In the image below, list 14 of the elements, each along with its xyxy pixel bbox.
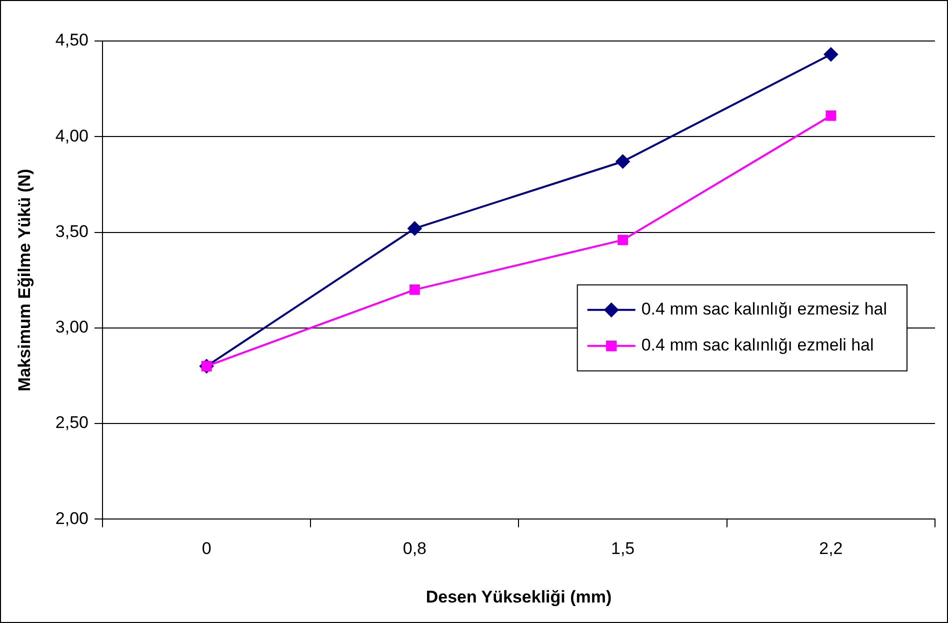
x-tick-label: 0,8 (402, 539, 426, 558)
y-tick-label: 3,00 (55, 318, 88, 337)
x-axis-title: Desen Yüksekliği (mm) (426, 587, 612, 606)
legend-label: 0.4 mm sac kalınlığı ezmesiz hal (641, 300, 888, 319)
y-tick-label: 2,00 (55, 508, 88, 528)
y-tick-label: 4,50 (55, 30, 88, 50)
x-tick-label: 0 (202, 539, 212, 558)
x-tick-label: 2,2 (819, 539, 843, 558)
y-tick-label: 4,00 (55, 126, 88, 146)
y-tick-label: 3,50 (55, 222, 88, 241)
legend-label: 0.4 mm sac kalınlığı ezmeli hal (641, 336, 874, 355)
x-tick-label: 1,5 (610, 539, 635, 558)
y-axis-title: Maksimum Eğilme Yükü (N) (14, 168, 34, 392)
y-tick-label: 2,50 (55, 413, 88, 432)
